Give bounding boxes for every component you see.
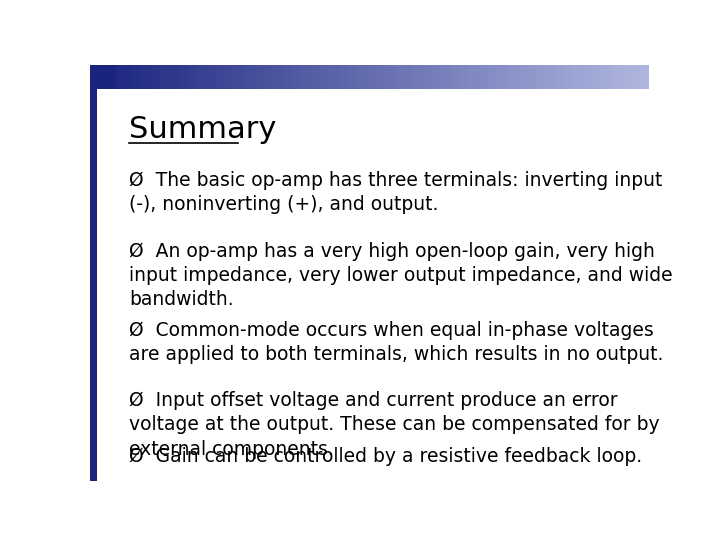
Bar [355,65,363,89]
Bar [202,65,210,89]
Bar [536,65,544,89]
Text: Summary: Summary [129,114,276,144]
Bar [313,65,321,89]
Bar [167,65,175,89]
Bar [306,65,315,89]
Bar [606,65,614,89]
Bar [634,65,642,89]
Text: Ø  The basic op-amp has three terminals: inverting input
(-), noninverting (+), : Ø The basic op-amp has three terminals: … [129,171,662,214]
Bar [404,65,412,89]
Bar [529,65,538,89]
Bar [383,65,391,89]
Bar [243,65,251,89]
Bar [390,65,398,89]
Text: Ø  An op-amp has a very high open-loop gain, very high
input impedance, very low: Ø An op-amp has a very high open-loop ga… [129,241,672,309]
Bar [564,65,572,89]
Bar [432,65,440,89]
Bar [550,65,559,89]
Bar [369,65,377,89]
Bar [495,65,503,89]
Bar [418,65,426,89]
Bar [209,65,217,89]
Bar [222,65,230,89]
Bar [111,65,119,89]
Bar [90,65,115,89]
Bar [279,65,287,89]
Bar [334,65,342,89]
Bar [620,65,628,89]
Bar [327,65,336,89]
Bar [481,65,489,89]
Bar [627,65,635,89]
Bar [160,65,168,89]
Bar [264,65,272,89]
Bar [132,65,140,89]
Bar [516,65,523,89]
Bar [523,65,531,89]
Bar [578,65,586,89]
Bar [467,65,474,89]
Bar [438,65,447,89]
Bar [453,65,461,89]
Bar [613,65,621,89]
Bar [585,65,593,89]
Text: Ø  Common-mode occurs when equal in-phase voltages
are applied to both terminals: Ø Common-mode occurs when equal in-phase… [129,321,663,364]
Bar [139,65,147,89]
Bar [90,65,98,89]
Bar [474,65,482,89]
Bar [215,65,224,89]
Bar [300,65,307,89]
Bar [118,65,126,89]
Bar [145,65,154,89]
Bar [599,65,607,89]
Bar [292,65,300,89]
Bar [194,65,203,89]
Bar [90,89,96,481]
Bar [104,65,112,89]
Bar [362,65,370,89]
Bar [641,65,649,89]
Bar [446,65,454,89]
Bar [236,65,245,89]
Text: Ø  Gain can be controlled by a resistive feedback loop.: Ø Gain can be controlled by a resistive … [129,447,642,467]
Bar [593,65,600,89]
Bar [153,65,161,89]
Bar [348,65,356,89]
Bar [459,65,468,89]
Bar [411,65,419,89]
Bar [285,65,293,89]
Bar [258,65,266,89]
Bar [174,65,181,89]
Bar [251,65,258,89]
Bar [397,65,405,89]
Bar [181,65,189,89]
Bar [425,65,433,89]
Bar [376,65,384,89]
Bar [230,65,238,89]
Bar [487,65,495,89]
Bar [571,65,580,89]
Bar [557,65,565,89]
Bar [97,65,105,89]
Bar [508,65,516,89]
Bar [502,65,510,89]
Bar [320,65,328,89]
Bar [271,65,279,89]
Bar [188,65,196,89]
Text: Ø  Input offset voltage and current produce an error
voltage at the output. Thes: Ø Input offset voltage and current produ… [129,391,660,458]
Bar [125,65,133,89]
Bar [544,65,552,89]
Bar [341,65,349,89]
